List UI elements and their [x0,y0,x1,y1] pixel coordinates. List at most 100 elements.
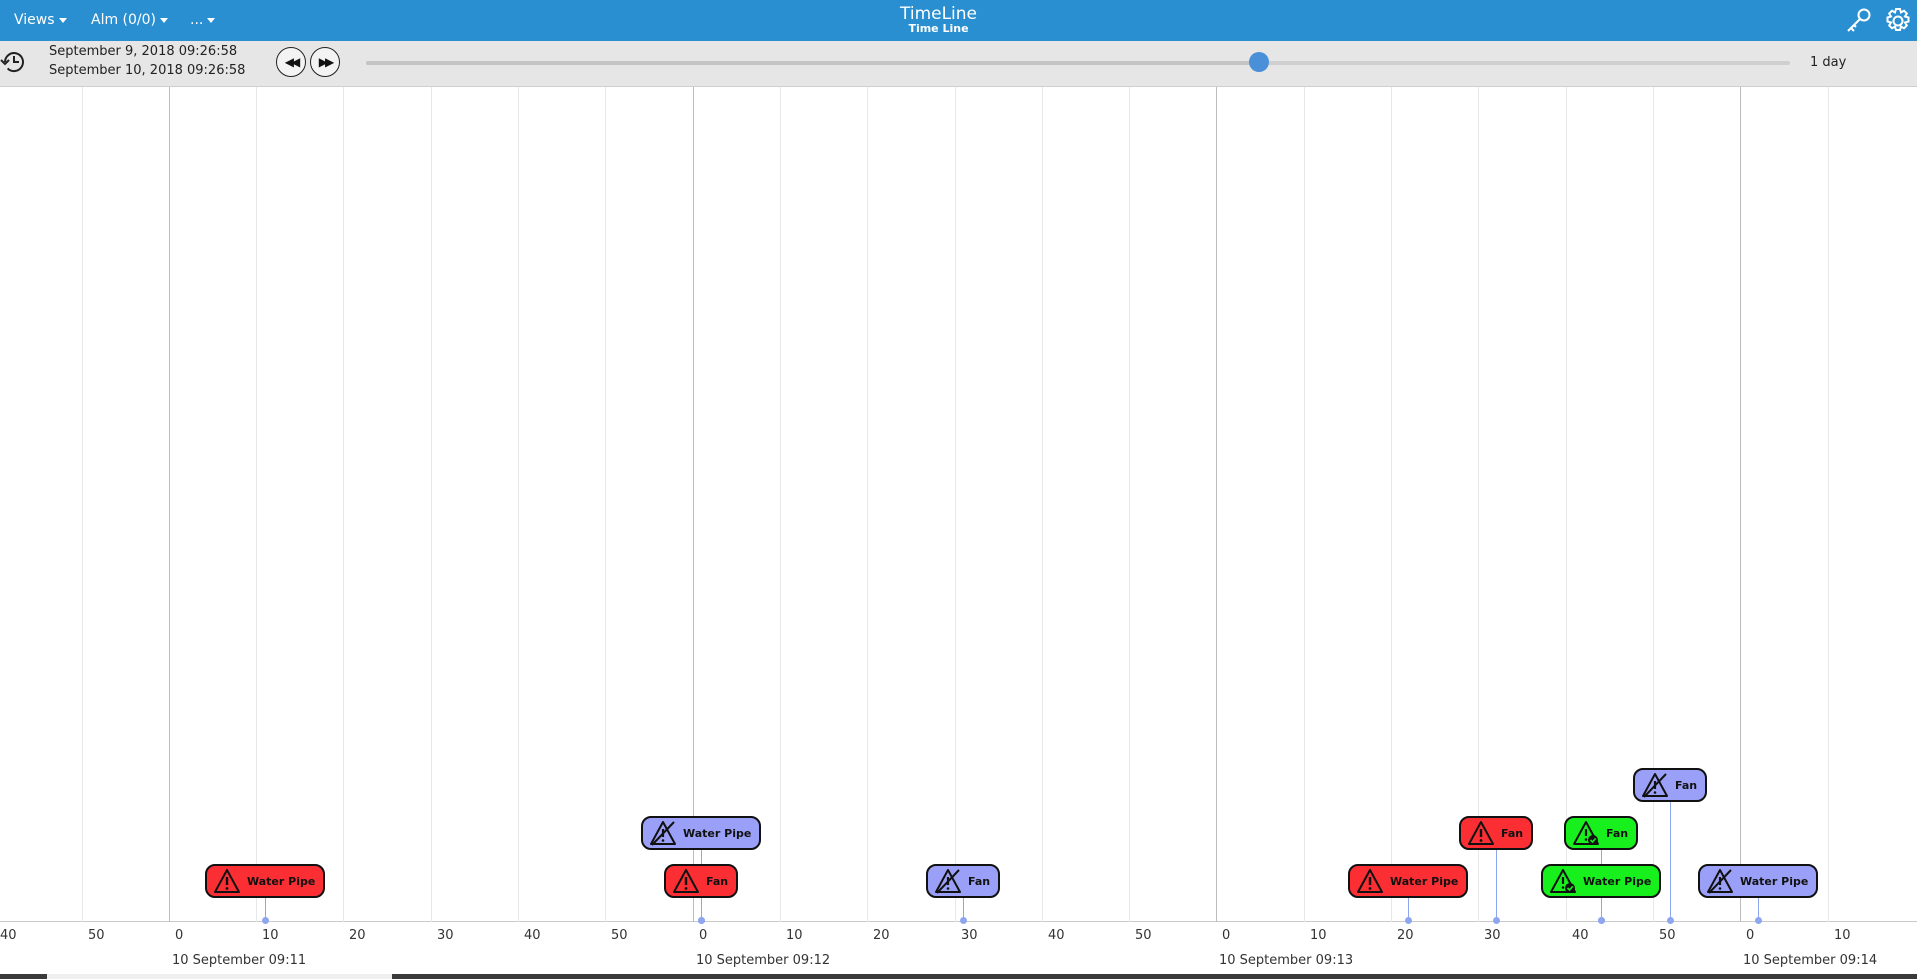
axis-tick-label: 20 [1397,928,1414,943]
event-label: Fan [1501,826,1524,840]
event-marker[interactable]: Water Pipe [205,864,326,898]
axis-tick-label: 50 [1135,928,1152,943]
views-menu[interactable]: Views [14,12,67,28]
event-stem [265,898,266,921]
grid-line [431,87,432,922]
axis-tick-label: 0 [1746,928,1755,943]
axis-tick-label: 40 [1572,928,1589,943]
grid-line [955,87,956,922]
axis-tick-label: 0 [699,928,708,943]
warning-triangle-icon [1468,821,1494,845]
warning-triangle-icon [673,869,699,893]
event-marker[interactable]: Water Pipe [641,816,762,850]
chevron-down-icon [58,17,67,23]
event-anchor-dot [1493,917,1500,924]
event-marker[interactable]: Fan [1564,816,1639,850]
grid-line [256,87,257,922]
event-anchor-dot [698,917,705,924]
axis-tick-label: 10 [1310,928,1327,943]
warning-triangle-icon [1357,869,1383,893]
axis-tick-label: 50 [611,928,628,943]
range-label: 1 day [1810,55,1847,70]
grid-line [605,87,606,922]
grid-line [1653,87,1654,922]
gear-icon[interactable] [1883,6,1913,36]
alarms-menu[interactable]: Alm (0/0) [91,12,169,28]
warning-check-icon [1550,869,1576,893]
views-menu-label: Views [14,12,55,28]
grid-line [1566,87,1567,922]
event-stem [701,898,702,921]
event-label: Water Pipe [683,826,752,840]
axis-tick-label: 40 [524,928,541,943]
chevron-down-icon [207,17,216,23]
timeline-canvas[interactable]: 40 50 0 10 20 30 40 50 0 10 20 30 40 50 0 10 20 30 40 50 0 10… [0,87,1917,979]
event-label: Water Pipe [1390,874,1459,888]
axis-minute-label: 10 September 09:12 [696,953,831,968]
axis-tick-label: 50 [88,928,105,943]
grid-line [169,87,170,922]
axis-tick-label: 40 [1048,928,1065,943]
event-label: Fan [1606,826,1629,840]
warning-crossed-icon [1642,773,1668,798]
time-slider-track[interactable] [366,61,1790,65]
event-marker[interactable]: Fan [1633,768,1708,802]
warning-check-icon [1573,821,1599,845]
alarms-menu-label: Alm (0/0) [91,12,157,28]
axis-tick-label: 10 [262,928,279,943]
grid-line [82,87,83,922]
event-stem [963,898,964,921]
event-label: Water Pipe [247,874,316,888]
event-stem [1496,850,1497,921]
axis-tick-label: 30 [961,928,978,943]
event-anchor-dot [960,917,967,924]
event-marker[interactable]: Fan [1459,816,1534,850]
event-marker[interactable]: Fan [926,864,1001,898]
grid-line [1391,87,1392,922]
event-label: Fan [706,874,729,888]
more-menu-label: ... [190,12,204,28]
event-stem [1408,898,1409,921]
grid-line [693,87,694,922]
event-stem [1670,802,1671,921]
axis-tick-label: 10 [786,928,803,943]
axis-tick-label: 20 [873,928,890,943]
axis-minute-label: 10 September 09:11 [172,953,307,968]
rewind-button[interactable]: ◀◀ [276,47,306,77]
more-menu[interactable]: ... [190,12,216,28]
grid-line [1828,87,1829,922]
event-anchor-dot [1598,917,1605,924]
history-icon[interactable] [0,48,28,76]
axis-tick-label: 0 [1222,928,1231,943]
time-slider-thumb[interactable] [1248,52,1269,72]
scrollbar-thumb[interactable] [47,974,392,979]
axis-tick-label: 50 [1659,928,1676,943]
time-slider-fill [366,61,1259,65]
grid-line [518,87,519,922]
end-date: September 10, 2018 09:26:58 [49,63,246,78]
event-stem [1758,898,1759,921]
fast-forward-button[interactable]: ▶▶ [310,47,340,77]
top-bar: Views Alm (0/0) ... TimeLine Time Line [0,0,1917,41]
event-label: Water Pipe [1740,874,1809,888]
grid-line [1129,87,1130,922]
axis-tick-label: 40 [0,928,17,943]
event-marker[interactable]: Fan [664,864,739,898]
grid-line [1478,87,1479,922]
event-stem [1601,898,1602,921]
event-label: Water Pipe [1583,874,1652,888]
axis-minute-label: 10 September 09:14 [1743,953,1878,968]
axis-minute-label: 10 September 09:13 [1219,953,1354,968]
grid-line [1740,87,1741,922]
time-control-bar: September 9, 2018 09:26:58 September 10,… [0,41,1917,87]
event-marker[interactable]: Water Pipe [1698,864,1819,898]
grid-line [343,87,344,922]
event-marker[interactable]: Water Pipe [1541,864,1662,898]
grid-line [867,87,868,922]
key-icon[interactable] [1843,6,1873,36]
event-anchor-dot [1755,917,1762,924]
horizontal-scrollbar[interactable] [0,974,1917,979]
event-anchor-dot [1667,917,1674,924]
event-marker[interactable]: Water Pipe [1348,864,1469,898]
axis-tick-label: 20 [349,928,366,943]
